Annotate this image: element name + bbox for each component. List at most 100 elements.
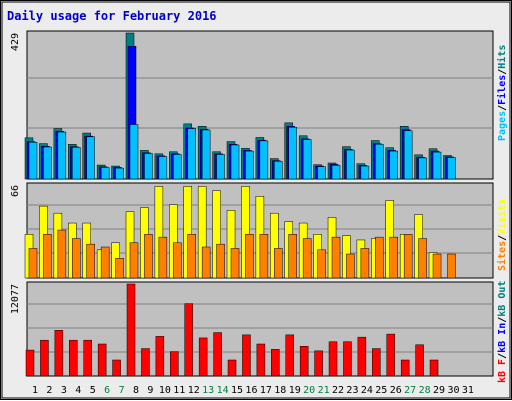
panel-top-ymax-label: 429 — [10, 33, 21, 51]
day-label: 25 — [375, 385, 387, 396]
day-label: 5 — [90, 385, 96, 396]
sites-bar — [129, 242, 139, 279]
kb-f-bar — [400, 359, 410, 377]
sites-bar — [302, 238, 312, 279]
sites-bar — [403, 234, 413, 279]
legend-separator: / — [497, 69, 508, 75]
sites-bar — [216, 243, 225, 279]
kb-f-bar — [69, 339, 78, 377]
sites-bar — [144, 234, 153, 279]
legend-entry: Visits — [496, 199, 508, 235]
legend-separator: / — [497, 317, 508, 323]
day-label: 26 — [390, 385, 402, 396]
pages-bar — [115, 167, 124, 180]
sites-bar — [72, 238, 81, 279]
kb-f-bar — [256, 343, 266, 377]
day-label: 15 — [231, 385, 243, 396]
day-label: 30 — [447, 385, 459, 396]
pages-bar — [28, 141, 38, 180]
kb-f-bar — [141, 348, 150, 377]
kb-f-bar — [97, 343, 107, 377]
pages-bar — [86, 136, 95, 180]
kb-f-bar — [155, 336, 165, 377]
day-label: 6 — [104, 385, 110, 396]
pages-bar — [216, 154, 225, 180]
pages-bar — [43, 146, 52, 180]
legend-entry: kB Out — [497, 281, 508, 317]
kb-f-bar — [54, 330, 64, 377]
kb-f-bar — [328, 341, 338, 377]
pages-bar — [447, 157, 456, 180]
pages-bar — [57, 131, 67, 180]
day-label: 10 — [159, 385, 171, 396]
sites-bar — [173, 242, 182, 279]
legend-entry: Hits — [496, 45, 508, 69]
day-label: 17 — [260, 385, 272, 396]
kb-f-bar — [299, 346, 309, 377]
sites-bar — [375, 236, 384, 279]
pages-bar — [230, 144, 240, 180]
day-label: 2 — [46, 385, 52, 396]
kb-f-bar — [429, 359, 439, 377]
pages-bar — [375, 144, 384, 180]
sites-bar — [57, 229, 67, 279]
day-label: 11 — [173, 385, 185, 396]
pages-bar — [144, 153, 153, 180]
panel-bottom-ymax-label: 12077 — [10, 284, 21, 314]
day-label: 7 — [119, 385, 125, 396]
kb-f-bar — [271, 349, 280, 377]
day-label: 12 — [188, 385, 200, 396]
sites-bar — [331, 236, 341, 279]
pages-bar — [389, 150, 398, 180]
kb-f-bar — [126, 283, 136, 377]
day-label: 16 — [245, 385, 257, 396]
kb-f-bar — [213, 332, 222, 377]
day-label: 3 — [61, 385, 67, 396]
day-label: 29 — [433, 385, 445, 396]
sites-bar — [245, 234, 254, 279]
pages-bar — [274, 161, 283, 180]
sites-bar — [201, 246, 211, 279]
kb-f-bar — [357, 336, 367, 377]
day-label: 31 — [462, 385, 474, 396]
day-label: 23 — [346, 385, 358, 396]
kb-f-bar — [242, 334, 251, 377]
sites-bar — [115, 258, 124, 279]
pages-bar — [72, 147, 81, 180]
pages-bar — [129, 124, 139, 180]
sites-bar — [28, 248, 38, 279]
day-label: 21 — [318, 385, 330, 396]
sites-bar — [317, 249, 326, 279]
pages-bar — [432, 151, 442, 180]
kb-f-bar — [343, 341, 352, 377]
sites-bar — [43, 234, 52, 279]
day-label: 8 — [133, 385, 139, 396]
sites-bar — [389, 236, 398, 279]
pages-bar — [317, 166, 326, 180]
sites-bar — [86, 243, 95, 279]
kb-f-bar — [83, 339, 92, 377]
legend-entry: kB In — [497, 323, 508, 353]
panel-legend: Sites/Visits — [496, 199, 508, 271]
kb-f-bar — [40, 339, 49, 377]
day-label: 1 — [32, 385, 38, 396]
pages-bar — [403, 130, 413, 180]
sites-bar — [432, 253, 442, 279]
sites-bar — [259, 234, 269, 279]
legend-entry: Sites — [496, 241, 508, 271]
kb-f-bar — [227, 359, 237, 377]
sites-bar — [187, 234, 196, 279]
pages-bar — [418, 157, 427, 180]
day-label: 9 — [147, 385, 153, 396]
legend-separator: / — [497, 105, 508, 111]
legend-entry: kB F — [497, 359, 508, 383]
day-label: 28 — [419, 385, 431, 396]
sites-bar — [230, 248, 240, 279]
legend-entry: Pages — [497, 111, 508, 141]
panel-legend: Pages/Files/Hits — [496, 45, 508, 141]
pages-bar — [158, 156, 168, 180]
legend-separator: / — [497, 353, 508, 359]
